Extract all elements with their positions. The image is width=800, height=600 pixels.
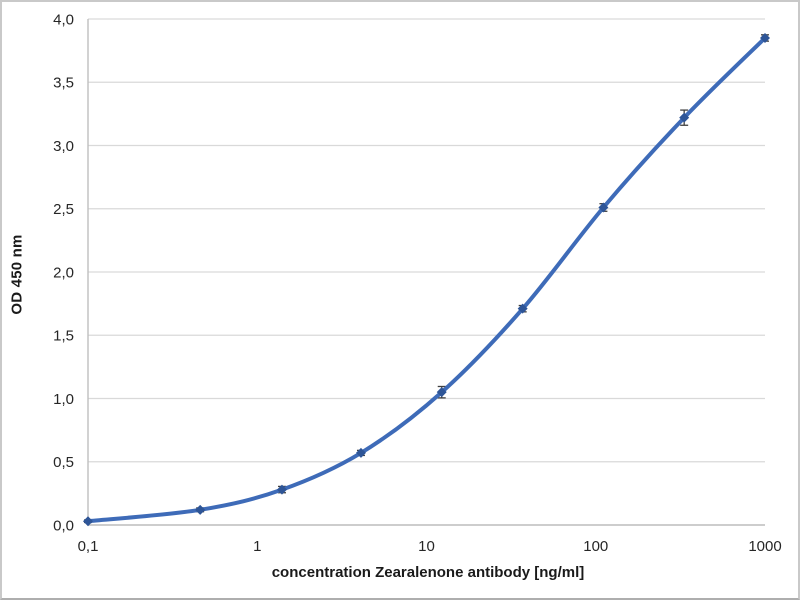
data-point-marker <box>760 32 770 43</box>
y-tick-label: 1,0 <box>53 391 74 408</box>
x-tick-label: 0,1 <box>78 538 99 555</box>
x-axis-title: concentration Zearalenone antibody [ng/m… <box>271 564 585 581</box>
data-point-marker <box>679 112 690 123</box>
y-tick-label: 0,5 <box>53 454 74 471</box>
y-tick-label: 3,0 <box>53 138 74 155</box>
data-point-marker <box>355 447 366 458</box>
data-point-marker <box>276 484 287 495</box>
y-tick-label: 3,5 <box>53 75 74 92</box>
x-tick-label: 1 <box>253 538 261 555</box>
data-point-marker <box>83 516 93 527</box>
y-tick-label: 4,0 <box>53 11 74 28</box>
x-tick-label: 1000 <box>748 538 781 555</box>
standard-curve-line <box>86 36 767 524</box>
x-tick-label: 10 <box>418 538 435 555</box>
y-tick-label: 0,0 <box>53 517 74 534</box>
y-tick-label: 2,5 <box>53 201 74 218</box>
data-point-marker <box>517 303 528 314</box>
y-tick-label: 1,5 <box>53 328 74 345</box>
y-tick-label: 2,0 <box>53 264 74 281</box>
y-axis-title: OD 450 nm <box>8 234 26 315</box>
x-tick-label: 100 <box>583 538 608 555</box>
data-point-marker <box>598 202 609 213</box>
data-point-marker <box>436 387 447 398</box>
data-point-marker <box>195 504 206 515</box>
